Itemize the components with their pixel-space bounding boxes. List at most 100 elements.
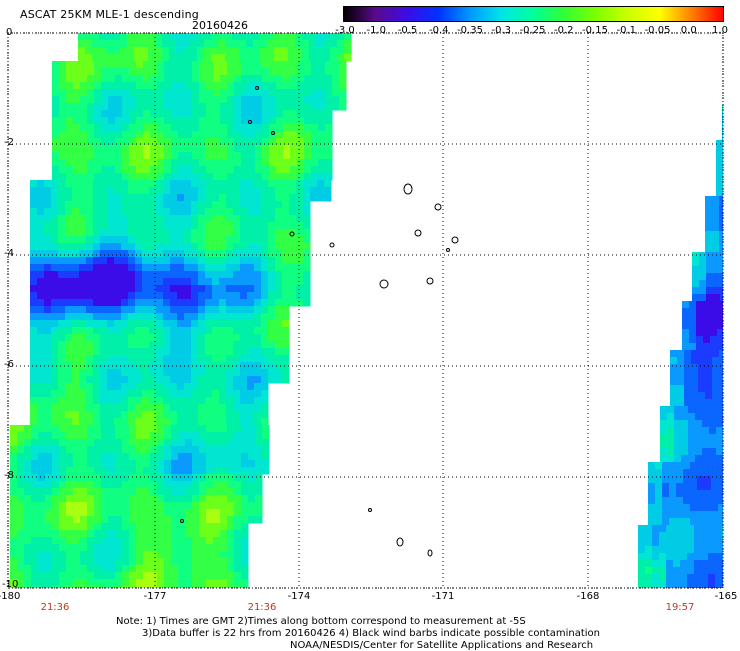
wind-cell bbox=[227, 103, 235, 111]
wind-cell bbox=[150, 89, 158, 97]
wind-cell bbox=[51, 390, 59, 398]
wind-cell bbox=[234, 488, 242, 496]
wind-cell bbox=[268, 341, 276, 349]
wind-cell bbox=[115, 117, 123, 125]
wind-cell bbox=[163, 334, 171, 342]
wind-cell bbox=[150, 173, 158, 181]
wind-cell bbox=[240, 411, 248, 419]
wind-cell bbox=[121, 376, 129, 384]
wind-cell bbox=[157, 502, 165, 510]
wind-cell bbox=[289, 208, 297, 216]
wind-cell bbox=[94, 586, 102, 588]
wind-cell bbox=[289, 292, 297, 300]
wind-cell bbox=[101, 138, 109, 146]
wind-cell bbox=[72, 348, 80, 356]
wind-cell bbox=[136, 488, 144, 496]
wind-cell bbox=[107, 222, 115, 230]
wind-cell bbox=[254, 397, 262, 405]
wind-cell bbox=[191, 376, 199, 384]
wind-cell bbox=[303, 222, 311, 230]
wind-cell bbox=[708, 539, 716, 547]
colorbar-tick-label: -0.3 bbox=[491, 25, 512, 36]
wind-cell bbox=[218, 40, 226, 48]
wind-cell bbox=[184, 397, 192, 405]
wind-cell bbox=[79, 292, 87, 300]
wind-cell bbox=[248, 110, 256, 118]
wind-cell bbox=[701, 581, 709, 588]
wind-cell bbox=[164, 558, 172, 566]
wind-cell bbox=[115, 124, 123, 132]
wind-cell bbox=[10, 446, 18, 454]
wind-cell bbox=[128, 236, 136, 244]
wind-cell bbox=[52, 110, 60, 118]
wind-cell bbox=[192, 96, 200, 104]
wind-cell bbox=[171, 138, 179, 146]
wind-cell bbox=[108, 173, 116, 181]
wind-cell bbox=[282, 257, 290, 265]
wind-cell bbox=[227, 68, 235, 76]
wind-cell bbox=[720, 273, 723, 281]
wind-cell bbox=[185, 131, 193, 139]
wind-cell bbox=[73, 68, 81, 76]
wind-cell bbox=[323, 54, 331, 62]
wind-cell bbox=[45, 551, 53, 559]
wind-cell bbox=[220, 173, 228, 181]
wind-cell bbox=[143, 61, 151, 69]
wind-cell bbox=[318, 61, 326, 69]
wind-cell bbox=[135, 334, 143, 342]
wind-cell bbox=[157, 509, 165, 517]
wind-cell bbox=[227, 544, 235, 552]
wind-cell bbox=[72, 215, 80, 223]
wind-cell bbox=[107, 194, 115, 202]
wind-cell bbox=[37, 285, 45, 293]
wind-cell bbox=[94, 523, 102, 531]
wind-cell bbox=[227, 159, 235, 167]
wind-cell bbox=[198, 292, 206, 300]
wind-cell bbox=[206, 68, 214, 76]
wind-cell bbox=[65, 306, 73, 314]
wind-cell bbox=[106, 40, 114, 48]
wind-cell bbox=[31, 502, 39, 510]
wind-cell bbox=[72, 390, 80, 398]
wind-cell bbox=[684, 378, 692, 386]
wind-cell bbox=[689, 315, 697, 323]
wind-cell bbox=[185, 82, 193, 90]
wind-cell bbox=[227, 131, 235, 139]
wind-cell bbox=[185, 460, 193, 468]
wind-cell bbox=[86, 271, 94, 279]
wind-cell bbox=[115, 68, 123, 76]
wind-cell bbox=[240, 229, 248, 237]
wind-cell bbox=[65, 194, 73, 202]
wind-cell bbox=[142, 306, 150, 314]
wind-cell bbox=[241, 432, 249, 440]
wind-cell bbox=[297, 103, 305, 111]
wind-cell bbox=[255, 446, 263, 454]
wind-cell bbox=[156, 264, 164, 272]
wind-cell bbox=[44, 369, 52, 377]
wind-cell bbox=[59, 159, 67, 167]
wind-cell bbox=[282, 369, 290, 377]
wind-cell bbox=[122, 166, 130, 174]
wind-cell bbox=[72, 264, 80, 272]
wind-cell bbox=[171, 82, 179, 90]
wind-cell bbox=[107, 236, 115, 244]
wind-cell bbox=[45, 586, 53, 588]
wind-cell bbox=[156, 306, 164, 314]
wind-cell bbox=[282, 278, 290, 286]
wind-cell bbox=[205, 369, 213, 377]
wind-cell bbox=[87, 131, 95, 139]
wind-cell bbox=[157, 495, 165, 503]
wind-cell bbox=[148, 54, 156, 62]
wind-cell bbox=[150, 110, 158, 118]
wind-cell bbox=[178, 586, 186, 588]
wind-cell bbox=[94, 159, 102, 167]
wind-cell bbox=[275, 299, 283, 307]
wind-cell bbox=[296, 215, 304, 223]
wind-cell bbox=[283, 75, 291, 83]
wind-cell bbox=[682, 308, 690, 316]
wind-cell bbox=[261, 348, 269, 356]
wind-cell bbox=[92, 54, 100, 62]
wind-cell bbox=[184, 369, 192, 377]
wind-cell bbox=[247, 376, 255, 384]
wind-cell bbox=[30, 334, 38, 342]
